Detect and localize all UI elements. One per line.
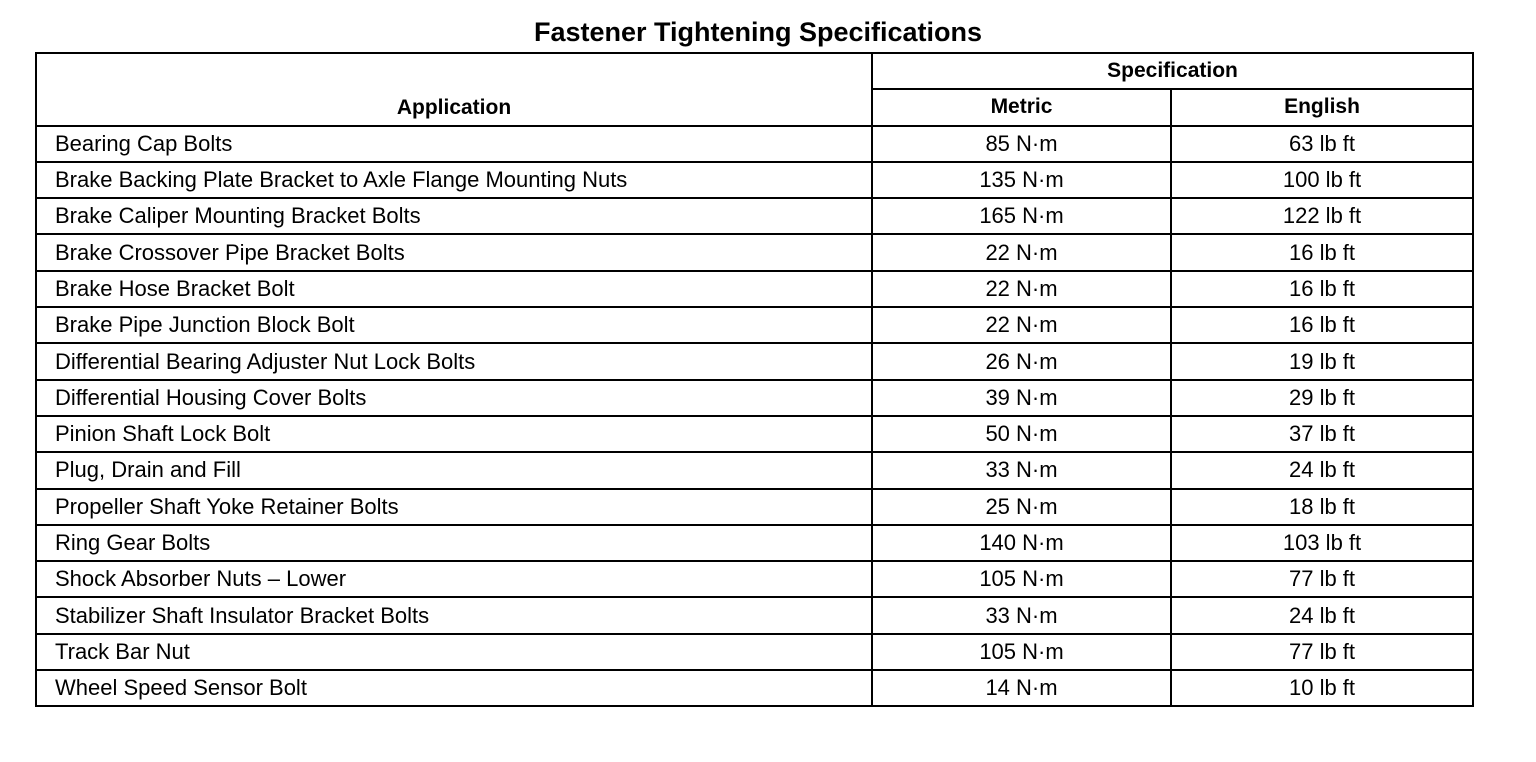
metric-cell: 105 N·m — [871, 632, 1172, 672]
page-title: Fastener Tightening Specifications — [533, 17, 983, 47]
table-row: Brake Pipe Junction Block Bolt 22 N·m 16 l… — [35, 306, 1475, 345]
english-cell: 37 lb ft — [1169, 414, 1475, 454]
application-cell: Brake Hose Bracket Bolt — [35, 269, 873, 309]
english-cell: 16 lb ft — [1169, 233, 1475, 272]
application-cell: Stabilizer Shaft Insulator Bracket Bolts — [35, 596, 873, 635]
english-cell: 24 lb ft — [1169, 451, 1475, 490]
metric-cell: 135 N·m — [871, 160, 1172, 200]
english-header: English — [1169, 88, 1475, 127]
english-cell: 103 lb ft — [1169, 523, 1475, 563]
application-cell: Brake Pipe Junction Block Bolt — [35, 306, 873, 345]
application-cell: Pinion Shaft Lock Bolt — [35, 414, 873, 454]
application-cell: Brake Caliper Mounting Bracket Bolts — [35, 197, 873, 236]
table-row: Brake Hose Bracket Bolt 22 N·m 16 lb ft — [35, 269, 1475, 309]
english-cell: 77 lb ft — [1169, 632, 1475, 672]
metric-cell: 22 N·m — [871, 306, 1172, 345]
application-cell: Differential Bearing Adjuster Nut Lock B… — [35, 342, 873, 381]
metric-cell: 50 N·m — [871, 414, 1172, 454]
table-row: Track Bar Nut 105 N·m 77 lb ft — [35, 632, 1475, 672]
application-cell: Bearing Cap Bolts — [35, 124, 873, 163]
metric-cell: 14 N·m — [871, 669, 1172, 708]
english-cell: 18 lb ft — [1169, 487, 1475, 526]
header-row: Application Specification — [35, 51, 1475, 127]
english-cell: 16 lb ft — [1169, 306, 1475, 345]
metric-cell: 85 N·m — [871, 124, 1172, 163]
table-row: Ring Gear Bolts 140 N·m 103 lb ft — [35, 523, 1475, 563]
table-row: Plug, Drain and Fill 33 N·m 24 lb ft — [35, 451, 1475, 490]
metric-cell: 22 N·m — [871, 269, 1172, 309]
metric-cell: 26 N·m — [871, 342, 1172, 381]
table-row: Wheel Speed Sensor Bolt 14 N·m 10 lb ft — [35, 669, 1475, 708]
table-row: Stabilizer Shaft Insulator Bracket Bolts… — [35, 596, 1475, 635]
table-row: Differential Bearing Adjuster Nut Lock B… — [35, 342, 1475, 381]
table-row: Differential Housing Cover Bolts 39 N·m 29… — [35, 378, 1475, 417]
metric-cell: 22 N·m — [871, 233, 1172, 272]
table-row: Pinion Shaft Lock Bolt 50 N·m 37 lb ft — [35, 414, 1475, 454]
application-cell: Brake Backing Plate Bracket to Axle Flan… — [35, 160, 873, 200]
application-cell: Propeller Shaft Yoke Retainer Bolts — [35, 487, 873, 526]
metric-cell: 25 N·m — [871, 487, 1172, 526]
application-cell: Shock Absorber Nuts – Lower — [35, 560, 873, 599]
english-cell: 19 lb ft — [1169, 342, 1475, 381]
english-cell: 77 lb ft — [1169, 560, 1475, 599]
metric-header: Metric — [871, 88, 1172, 127]
table-row: Brake Backing Plate Bracket to Axle Flan… — [35, 160, 1475, 200]
english-cell: 24 lb ft — [1169, 596, 1475, 635]
metric-cell: 33 N·m — [871, 451, 1172, 490]
application-cell: Wheel Speed Sensor Bolt — [35, 669, 873, 708]
subheader-row: Metric English — [36, 88, 1475, 127]
application-cell: Brake Crossover Pipe Bracket Bolts — [35, 233, 873, 272]
application-cell: Plug, Drain and Fill — [35, 451, 873, 490]
english-cell: 63 lb ft — [1169, 124, 1475, 163]
english-cell: 16 lb ft — [1169, 269, 1475, 309]
application-cell: Ring Gear Bolts — [35, 523, 873, 563]
english-cell: 10 lb ft — [1169, 669, 1475, 708]
english-cell: 100 lb ft — [1169, 160, 1475, 200]
table-row: Brake Crossover Pipe Bracket Bolts 22 N·m… — [35, 233, 1475, 272]
table-row: Propeller Shaft Yoke Retainer Bolts 25 N·… — [35, 487, 1475, 526]
metric-cell: 140 N·m — [871, 523, 1172, 563]
fastener-spec-table: Application Specification Metric English… — [35, 51, 1475, 708]
application-cell: Differential Housing Cover Bolts — [35, 378, 873, 417]
application-cell: Track Bar Nut — [35, 632, 873, 672]
english-cell: 29 lb ft — [1169, 378, 1475, 417]
metric-cell: 105 N·m — [871, 560, 1172, 599]
table-row: Bearing Cap Bolts 85 N·m 63 lb ft — [35, 124, 1475, 163]
metric-cell: 39 N·m — [871, 378, 1172, 417]
english-cell: 122 lb ft — [1169, 197, 1475, 236]
metric-cell: 33 N·m — [871, 596, 1172, 635]
table-row: Shock Absorber Nuts – Lower 105 N·m 77 lb … — [35, 560, 1475, 599]
metric-cell: 165 N·m — [871, 197, 1172, 236]
table-row: Brake Caliper Mounting Bracket Bolts 165 … — [35, 197, 1475, 236]
application-header: Application — [35, 52, 873, 127]
specification-header: Specification — [870, 51, 1475, 91]
